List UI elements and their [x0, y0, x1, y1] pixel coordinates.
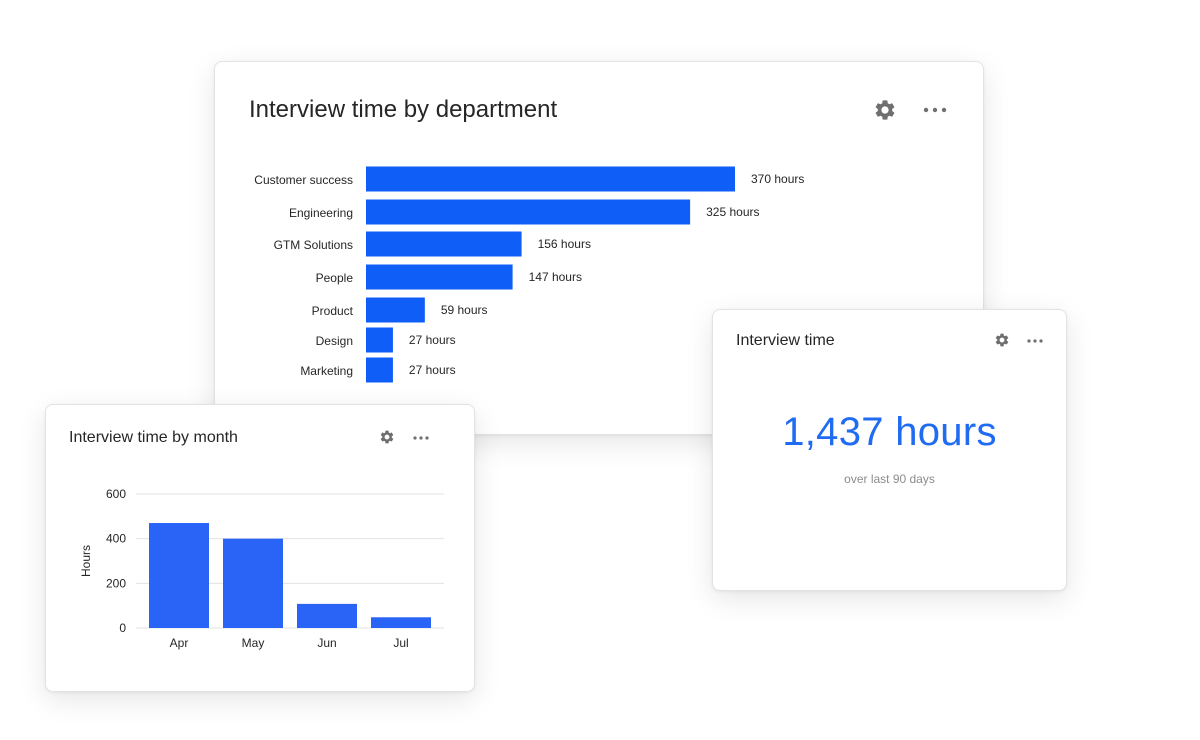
x-tick-label: May — [242, 636, 265, 650]
y-tick-label: 600 — [106, 487, 126, 501]
data-label: 27 hours — [409, 363, 456, 377]
department-bar-chart: Customer success 370 hours Engineering 325 … — [254, 166, 804, 383]
gear-icon[interactable] — [994, 332, 1010, 348]
y-tick-label: 200 — [106, 576, 126, 590]
bar — [366, 264, 513, 290]
category-label: GTM Solutions — [274, 238, 353, 252]
more-horizontal-icon[interactable] — [413, 435, 429, 441]
month-chart-card: 0 200 400 600 Hours Apr May Jun Jul Interview ti… — [45, 404, 475, 692]
y-axis-label: Hours — [79, 545, 93, 577]
bar — [366, 357, 393, 383]
data-label: 27 hours — [409, 333, 456, 347]
category-label: Engineering — [289, 206, 353, 220]
y-tick-label: 0 — [119, 621, 126, 635]
x-tick-label: Apr — [170, 636, 189, 650]
data-label: 370 hours — [751, 172, 804, 186]
card-title: Interview time by department — [249, 96, 558, 123]
total-hours-value: 1,437 hours — [782, 410, 997, 454]
data-label: 156 hours — [538, 237, 591, 251]
category-label: Product — [312, 304, 354, 318]
gear-icon[interactable] — [873, 98, 897, 122]
category-label: Design — [316, 334, 353, 348]
x-tick-label: Jul — [393, 636, 408, 650]
total-interview-time-card: Interview time 1,437 hours over last 90 … — [712, 309, 1067, 591]
data-label: 325 hours — [706, 205, 759, 219]
bar — [366, 231, 522, 257]
bar — [366, 199, 691, 225]
bar — [366, 297, 425, 323]
x-tick-label: Jun — [317, 636, 336, 650]
gear-icon[interactable] — [379, 429, 395, 445]
bar — [223, 538, 283, 628]
category-label: People — [316, 271, 354, 285]
more-horizontal-icon[interactable] — [1027, 338, 1043, 344]
data-label: 147 hours — [529, 270, 582, 284]
category-label: Customer success — [254, 173, 353, 187]
department-chart-card: Customer success 370 hours Engineering 325 … — [214, 61, 984, 435]
category-label: Marketing — [300, 364, 353, 378]
more-horizontal-icon[interactable] — [923, 106, 947, 114]
bar — [366, 166, 735, 192]
y-tick-label: 400 — [106, 532, 126, 546]
bar — [297, 603, 357, 628]
bar — [366, 327, 393, 353]
card-title: Interview time — [736, 332, 835, 349]
total-hours-period: over last 90 days — [844, 472, 935, 486]
bar — [149, 523, 209, 628]
bar — [371, 617, 431, 628]
month-bar-chart: 0 200 400 600 Hours Apr May Jun Jul — [79, 487, 444, 650]
data-label: 59 hours — [441, 303, 488, 317]
card-title: Interview time by month — [69, 429, 238, 446]
